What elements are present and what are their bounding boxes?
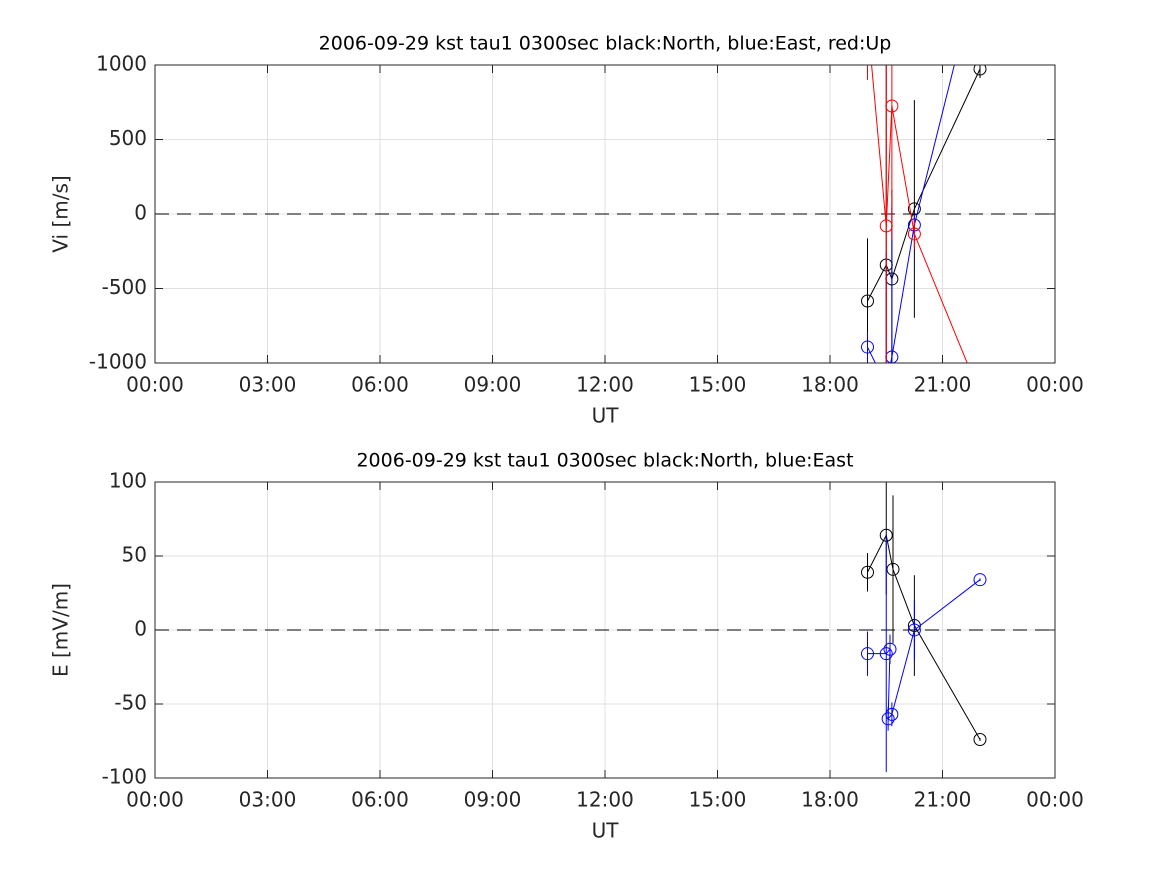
y-tick-label: -50 (114, 691, 147, 715)
x-axis-label: UT (592, 404, 620, 428)
chart-title: 2006-09-29 kst tau1 0300sec black:North,… (319, 33, 892, 55)
x-tick-label: 12:00 (576, 788, 634, 812)
axes-box (154, 64, 1056, 364)
marker (879, 647, 893, 661)
x-tick-label: 18:00 (801, 373, 859, 397)
y-tick-label: -1000 (89, 350, 147, 374)
marker (885, 707, 899, 721)
x-tick-label: 15:00 (689, 373, 747, 397)
marker (881, 712, 895, 726)
x-tick-label: 09:00 (464, 788, 522, 812)
x-tick-label: 15:00 (689, 788, 747, 812)
marker (885, 99, 899, 113)
x-tick-label: 06:00 (351, 788, 409, 812)
x-tick-label: 21:00 (914, 788, 972, 812)
x-tick-label: 09:00 (464, 373, 522, 397)
y-tick-label: 100 (109, 469, 147, 493)
x-tick-label: 18:00 (801, 788, 859, 812)
y-tick-label: 1000 (96, 52, 147, 76)
marker (907, 623, 921, 637)
x-tick-label: 06:00 (351, 373, 409, 397)
marker (973, 733, 987, 747)
y-tick-label: 50 (122, 543, 147, 567)
marker (861, 340, 874, 354)
marker (883, 642, 897, 656)
y-tick-label: 0 (134, 617, 147, 641)
axes: 00:00 03:00 06:00 09:00 12:00 15:00 18:00 21:00… (49, 450, 1084, 843)
marker (861, 647, 874, 661)
y-tick-label: -500 (102, 275, 147, 299)
y-tick-label: 500 (109, 126, 147, 150)
marker (907, 227, 921, 241)
axes-box (154, 481, 1056, 779)
x-tick-label: 21:00 (914, 373, 972, 397)
data (861, 482, 987, 773)
x-axis-label: UT (592, 819, 620, 843)
y-tick-label: 0 (134, 201, 147, 225)
marker (861, 565, 874, 579)
marker (973, 573, 987, 587)
data (861, 65, 987, 363)
marker (886, 562, 900, 576)
axes: 00:00 03:00 06:00 09:00 12:00 15:00 18:00 21:00… (49, 33, 1084, 428)
x-tick-label: 00:00 (1026, 788, 1084, 812)
chart-title: 2006-09-29 kst tau1 0300sec black:North,… (356, 450, 853, 472)
x-tick-label: 00:00 (126, 373, 184, 397)
x-tick-label: 03:00 (239, 788, 297, 812)
x-tick-label: 00:00 (1026, 373, 1084, 397)
x-tick-label: 03:00 (239, 373, 297, 397)
y-axis-label: E [mV/m] (49, 583, 73, 677)
x-tick-label: 12:00 (576, 373, 634, 397)
y-tick-label: -100 (102, 765, 147, 789)
marker (973, 65, 987, 76)
y-axis-label: Vi [m/s] (49, 175, 73, 252)
x-tick-label: 00:00 (126, 788, 184, 812)
marker (861, 294, 874, 308)
